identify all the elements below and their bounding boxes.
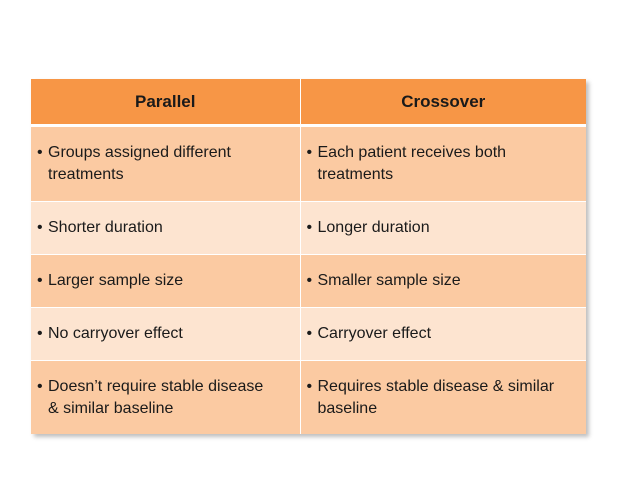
table-cell-parallel: • Doesn’t require stable disease & simila… — [31, 360, 300, 434]
table-cell-crossover: • Smaller sample size — [299, 254, 586, 308]
header-parallel: Parallel — [31, 79, 300, 127]
cell-text: Groups assigned different treatments — [48, 144, 231, 183]
header-crossover: Crossover — [299, 79, 586, 127]
table-row: • Larger sample size • Smaller sample size — [31, 254, 586, 308]
table-cell-parallel: • No carryover effect — [31, 307, 300, 361]
cell-text: No carryover effect — [48, 325, 183, 342]
bullet-icon: • — [37, 219, 43, 236]
bullet-icon: • — [306, 325, 313, 342]
cell-text: Larger sample size — [48, 272, 184, 289]
comparison-table: Parallel Crossover • Groups assigned diff… — [31, 79, 586, 434]
bullet-icon: • — [37, 377, 43, 395]
table-cell-crossover: • Longer duration — [299, 201, 586, 255]
bullet-icon: • — [37, 144, 43, 161]
table-row: • Doesn’t require stable disease & simila… — [31, 360, 586, 434]
table-cell-crossover: • Each patient receives both treatments — [299, 125, 586, 202]
table-row: • Groups assigned different treatments • E… — [31, 125, 586, 202]
table-cell-parallel: • Shorter duration — [31, 201, 300, 255]
bullet-icon: • — [37, 272, 43, 289]
bullet-icon: • — [306, 219, 313, 236]
bullet-icon: • — [306, 144, 313, 161]
bullet-icon: • — [37, 325, 43, 342]
table-cell-parallel: • Larger sample size — [31, 254, 300, 308]
cell-text: Doesn’t require stable disease & similar… — [48, 377, 264, 417]
cell-text: Longer duration — [317, 219, 430, 236]
table-cell-crossover: • Carryover effect — [299, 307, 586, 361]
table-cell-parallel: • Groups assigned different treatments — [31, 125, 300, 202]
table-row: • Shorter duration • Longer duration — [31, 201, 586, 255]
table-cell-crossover: • Requires stable disease & similar basel… — [299, 360, 586, 434]
table-row: • No carryover effect • Carryover effect — [31, 307, 586, 361]
cell-text: Smaller sample size — [317, 272, 461, 289]
header-row: Parallel Crossover — [31, 79, 586, 127]
cell-text: Carryover effect — [317, 325, 432, 342]
bullet-icon: • — [306, 272, 313, 289]
comparison-table-wrapper: Parallel Crossover • Groups assigned diff… — [31, 79, 586, 434]
cell-text: Each patient receives both treatments — [317, 144, 507, 183]
cell-text: Shorter duration — [48, 219, 163, 236]
cell-text: Requires stable disease & similar baseli… — [317, 377, 555, 417]
bullet-icon: • — [306, 377, 313, 395]
